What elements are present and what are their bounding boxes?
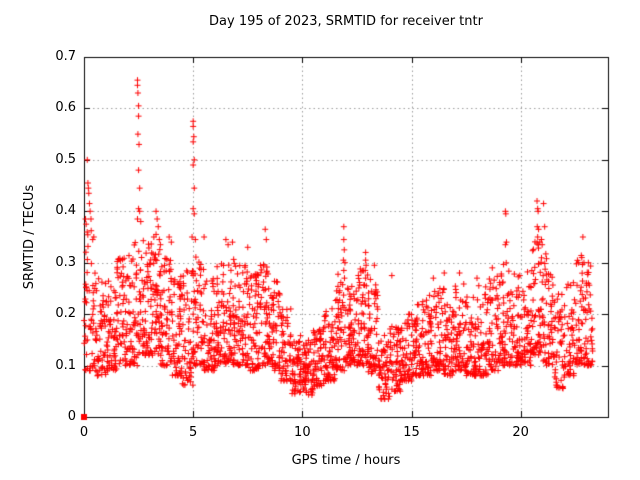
chart-title: Day 195 of 2023, SRMTID for receiver tnt… (209, 14, 483, 29)
y-tick-label: 0.2 (55, 306, 76, 322)
y-tick-label: 0.6 (55, 100, 76, 116)
x-tick-label: 5 (189, 425, 198, 440)
y-tick-label: 0.5 (55, 151, 76, 167)
x-axis-label: GPS time / hours (291, 453, 401, 468)
y-tick-label: 0.3 (55, 254, 76, 270)
x-tick-label: 15 (403, 425, 420, 440)
y-tick-label: 0 (67, 409, 76, 424)
y-tick-label: 0.4 (55, 203, 76, 219)
y-tick-label: 0.7 (55, 49, 76, 64)
x-tick-label: 10 (294, 425, 311, 440)
y-tick-label: 0.1 (55, 357, 76, 373)
x-tick-label: 0 (79, 425, 89, 440)
x-tick-label: 20 (512, 425, 529, 440)
y-axis-label: SRMTID / TECUs (22, 184, 37, 290)
